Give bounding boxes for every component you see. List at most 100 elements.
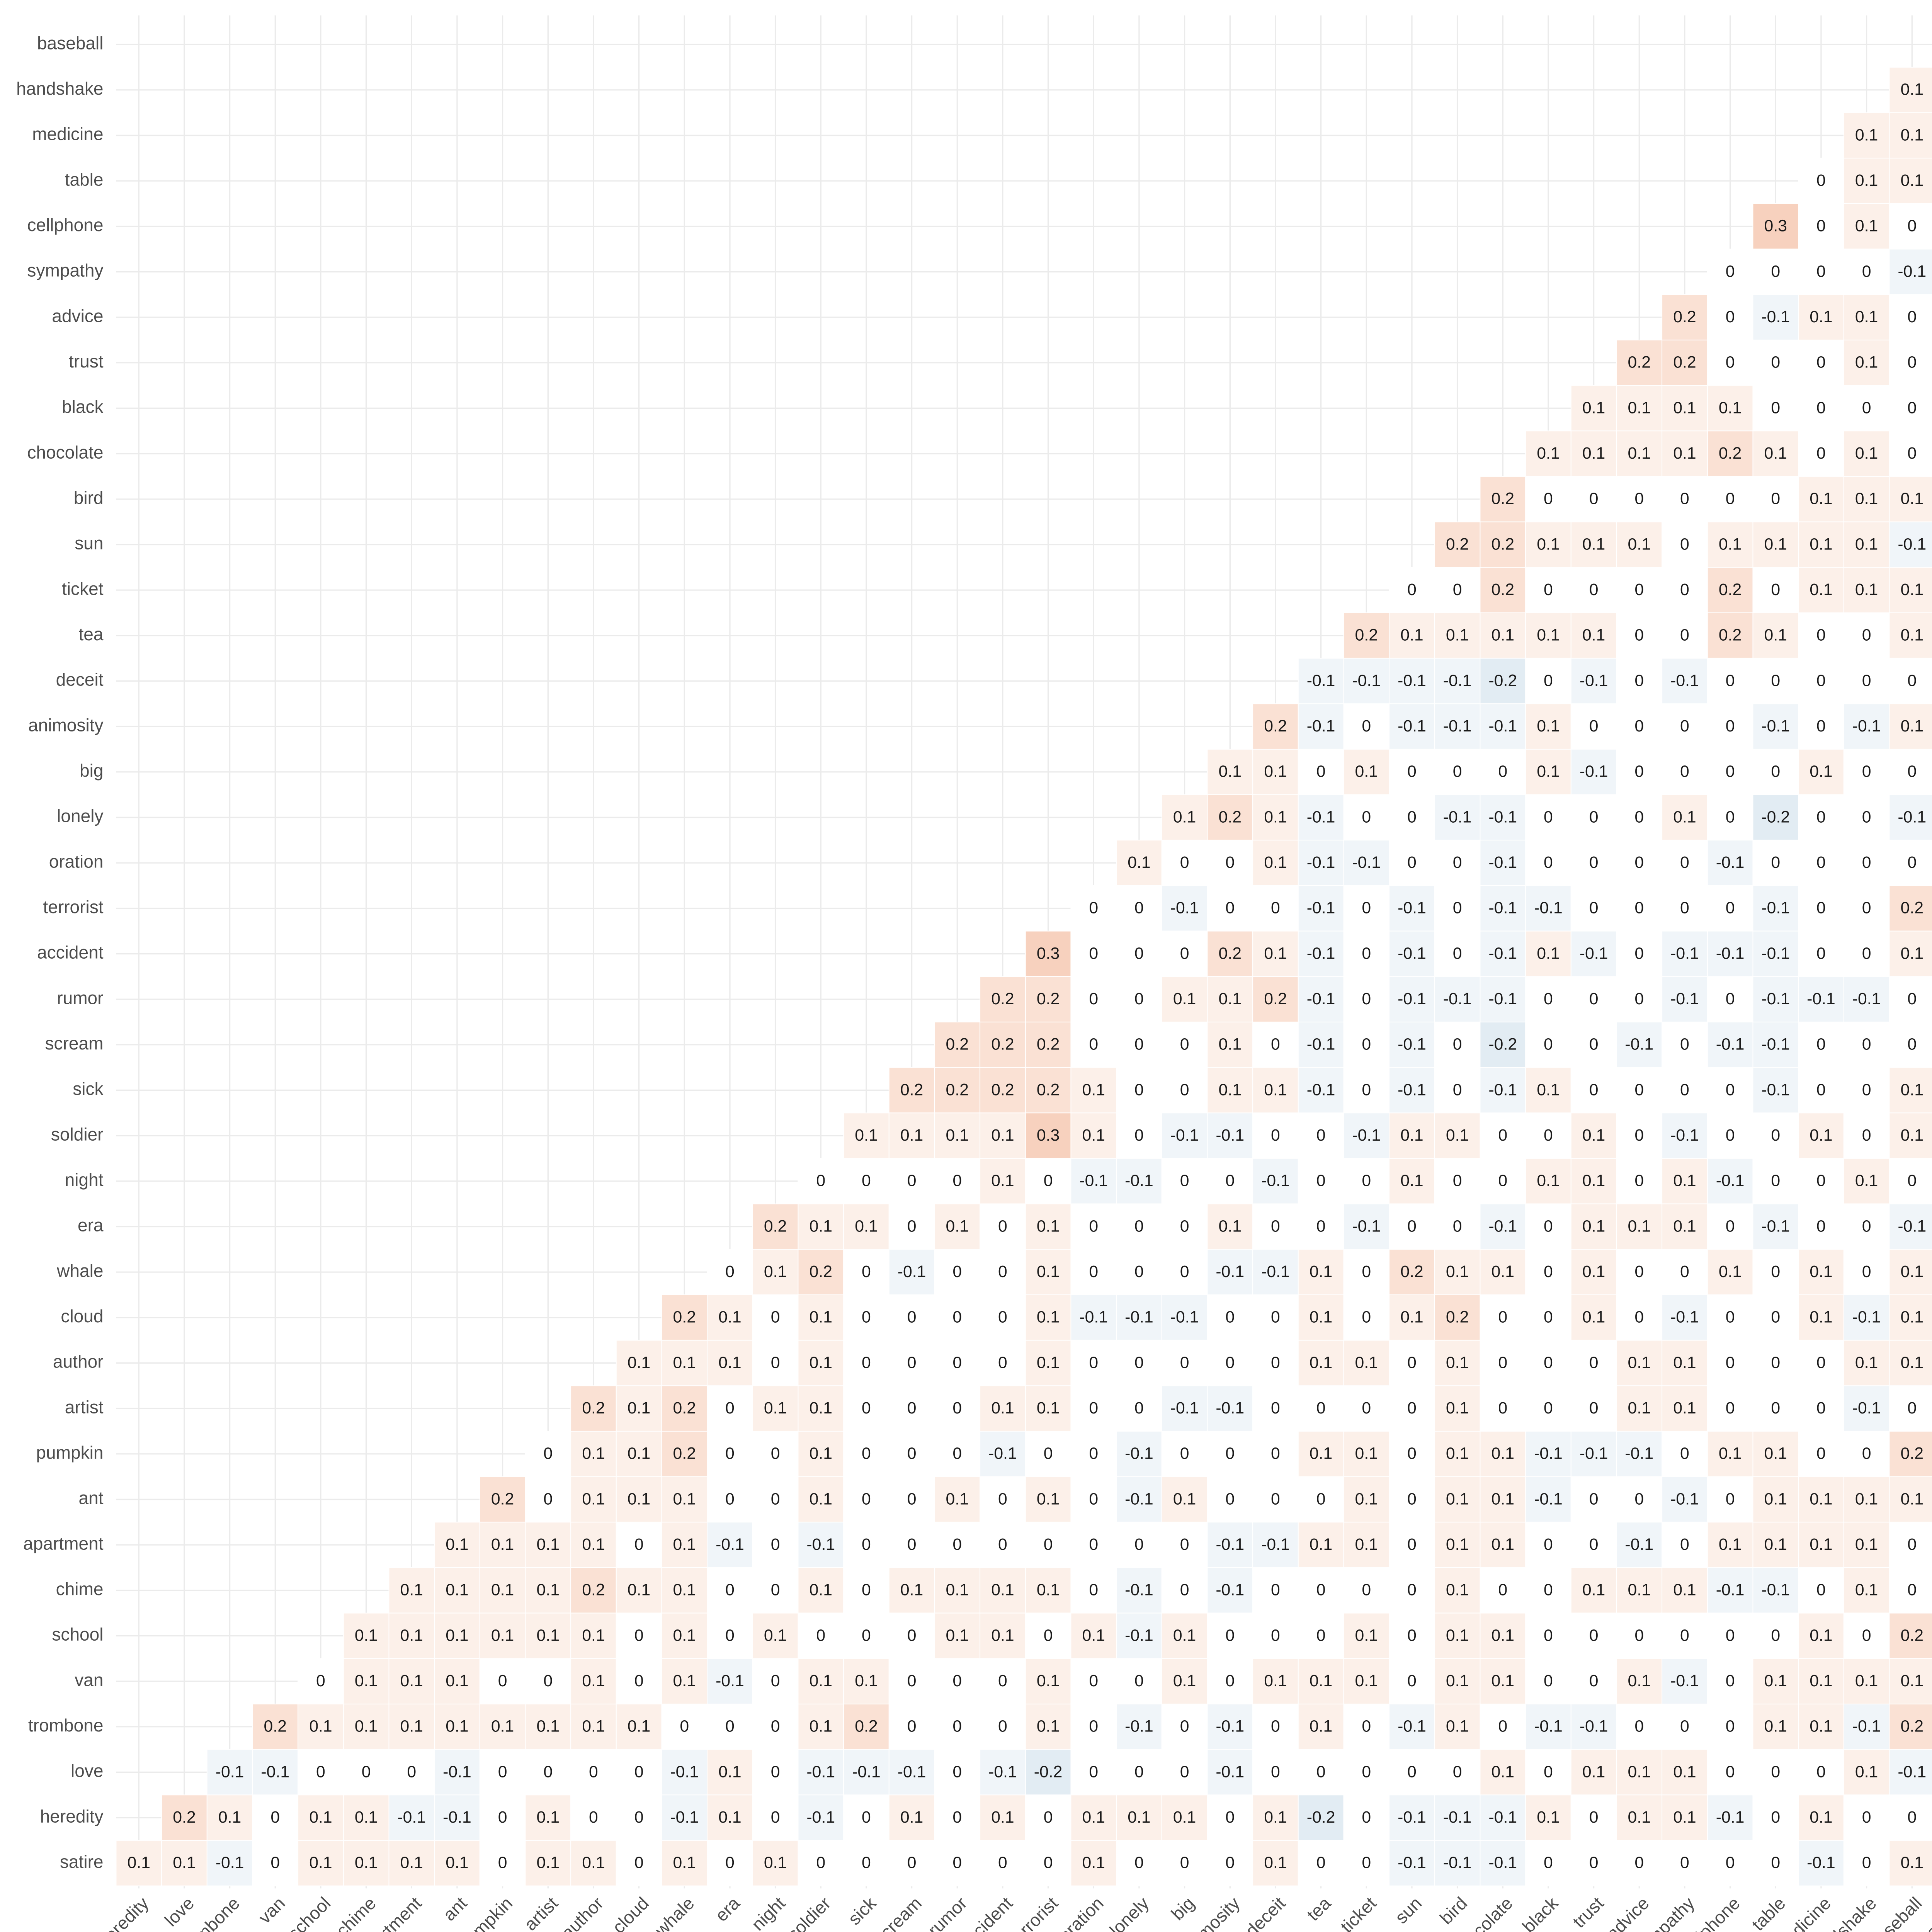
- heatmap-cell: [1798, 748, 1844, 795]
- heatmap-cell: [980, 1612, 1026, 1659]
- heatmap-cell: [1662, 476, 1708, 522]
- heatmap-cell: [1116, 1840, 1162, 1886]
- heatmap-cell: [1570, 1385, 1617, 1432]
- cell-value-label: 0.3: [1037, 944, 1060, 963]
- heatmap-cell: [1298, 930, 1344, 977]
- cell-value-label: 0: [1180, 1035, 1189, 1054]
- heatmap-cell: [1843, 1703, 1890, 1750]
- heatmap-cell: [1025, 1249, 1071, 1295]
- heatmap-cell: [1570, 385, 1617, 432]
- cell-value-label: 0.1: [1037, 1672, 1060, 1690]
- cell-value-label: 0.1: [1901, 1490, 1923, 1508]
- heatmap-cell: [1116, 1567, 1162, 1614]
- heatmap-cell: [980, 1430, 1026, 1477]
- cell-value-label: 0.1: [1855, 353, 1878, 372]
- cell-value-label: 0.2: [1901, 1717, 1923, 1736]
- cell-value-label: 0: [1362, 808, 1371, 826]
- heatmap-cell: [1480, 1794, 1526, 1841]
- heatmap-cell: [1070, 1567, 1117, 1614]
- cell-value-label: -0.1: [1488, 1217, 1517, 1235]
- heatmap-cell: [798, 1658, 844, 1704]
- cell-value-label: 0.2: [855, 1717, 878, 1736]
- heatmap-cell: [843, 1703, 889, 1750]
- cell-value-label: 0: [1453, 1035, 1462, 1054]
- heatmap-cell: [1662, 1749, 1708, 1796]
- heatmap-cell: [1252, 794, 1299, 841]
- heatmap-cell: [1161, 794, 1208, 841]
- heatmap-cell: [1389, 703, 1435, 750]
- cell-value-label: 0: [1407, 808, 1417, 826]
- cell-value-label: 0: [1044, 1854, 1053, 1872]
- cell-value-label: 0.1: [400, 1854, 423, 1872]
- heatmap-cell: [1707, 1703, 1753, 1750]
- cell-value-label: -0.1: [1488, 853, 1517, 872]
- heatmap-cell: [1298, 794, 1344, 841]
- cell-value-label: 0: [1089, 1353, 1098, 1372]
- heatmap-cell: [980, 1067, 1026, 1114]
- heatmap-cell: [661, 1749, 708, 1796]
- heatmap-cell: [1889, 1703, 1932, 1750]
- cell-value-label: -0.1: [1534, 1444, 1563, 1463]
- heatmap-cell: [1252, 1567, 1299, 1614]
- heatmap-cell: [1207, 1612, 1253, 1659]
- heatmap-cell: [1570, 1522, 1617, 1568]
- cell-value-label: 0.1: [582, 1672, 605, 1690]
- cell-value-label: 0.1: [400, 1581, 423, 1599]
- heatmap-cell: [1616, 1612, 1663, 1659]
- heatmap-cell: [888, 1703, 935, 1750]
- heatmap-cell: [1843, 476, 1890, 522]
- cell-value-label: 0.1: [1810, 1490, 1832, 1508]
- cell-value-label: 0.1: [537, 1626, 560, 1645]
- cell-value-label: 0: [1726, 671, 1735, 690]
- cell-value-label: 0.1: [1901, 1672, 1923, 1690]
- cell-value-label: 0.1: [718, 1308, 741, 1327]
- cell-value-label: 0.1: [1810, 762, 1832, 781]
- cell-value-label: 0.1: [128, 1854, 150, 1872]
- heatmap-cell: [1025, 976, 1071, 1022]
- heatmap-cell: [1843, 658, 1890, 704]
- cell-value-label: 0: [771, 1444, 780, 1463]
- cell-value-label: 0.1: [991, 1126, 1014, 1145]
- heatmap-cell: [707, 1567, 753, 1614]
- heatmap-cell: [1798, 1703, 1844, 1750]
- heatmap-cell: [1798, 930, 1844, 977]
- heatmap-cell: [1616, 385, 1663, 432]
- heatmap-cell: [980, 1112, 1026, 1159]
- heatmap-cell: [1843, 1658, 1890, 1704]
- heatmap-cell: [525, 1658, 571, 1704]
- cell-value-label: 0: [1180, 1172, 1189, 1190]
- heatmap-cell: [1025, 1021, 1071, 1068]
- cell-value-label: 0.1: [1901, 1080, 1923, 1099]
- cell-value-label: 0: [1680, 580, 1689, 599]
- heatmap-cell: [1889, 1794, 1932, 1841]
- heatmap-cell: [888, 1294, 935, 1341]
- heatmap-cell: [934, 1385, 981, 1432]
- cell-value-label: -0.1: [1852, 1399, 1881, 1417]
- cell-value-label: 0: [1862, 626, 1871, 645]
- cell-value-label: 0: [1680, 1717, 1689, 1736]
- cell-value-label: 0.1: [1628, 1672, 1651, 1690]
- cell-value-label: 0: [1771, 1126, 1780, 1145]
- cell-value-label: -0.1: [1398, 1808, 1426, 1827]
- cell-value-label: 0.1: [1582, 1308, 1605, 1327]
- cell-value-label: 0.1: [582, 1535, 605, 1554]
- heatmap-cell: [1889, 1158, 1932, 1204]
- cell-value-label: 0: [1816, 626, 1826, 645]
- cell-value-label: 0.1: [1037, 1217, 1060, 1235]
- cell-value-label: 0.1: [1446, 1535, 1469, 1554]
- y-tick-label: author: [53, 1352, 104, 1372]
- cell-value-label: 0: [862, 1535, 871, 1554]
- heatmap-cell: [1707, 1203, 1753, 1250]
- heatmap-cell: [1798, 567, 1844, 613]
- cell-value-label: 0: [862, 1353, 871, 1372]
- cell-value-label: 0: [1225, 1172, 1235, 1190]
- cell-value-label: 0.1: [1264, 1672, 1287, 1690]
- heatmap-cell: [1207, 1749, 1253, 1796]
- y-tick-label: table: [65, 169, 104, 189]
- cell-value-label: 0: [1726, 717, 1735, 735]
- heatmap-cell: [1389, 1840, 1435, 1886]
- heatmap-cell: [1343, 612, 1390, 659]
- heatmap-cell: [388, 1612, 435, 1659]
- heatmap-cell: [1525, 1203, 1571, 1250]
- heatmap-cell: [1570, 1249, 1617, 1295]
